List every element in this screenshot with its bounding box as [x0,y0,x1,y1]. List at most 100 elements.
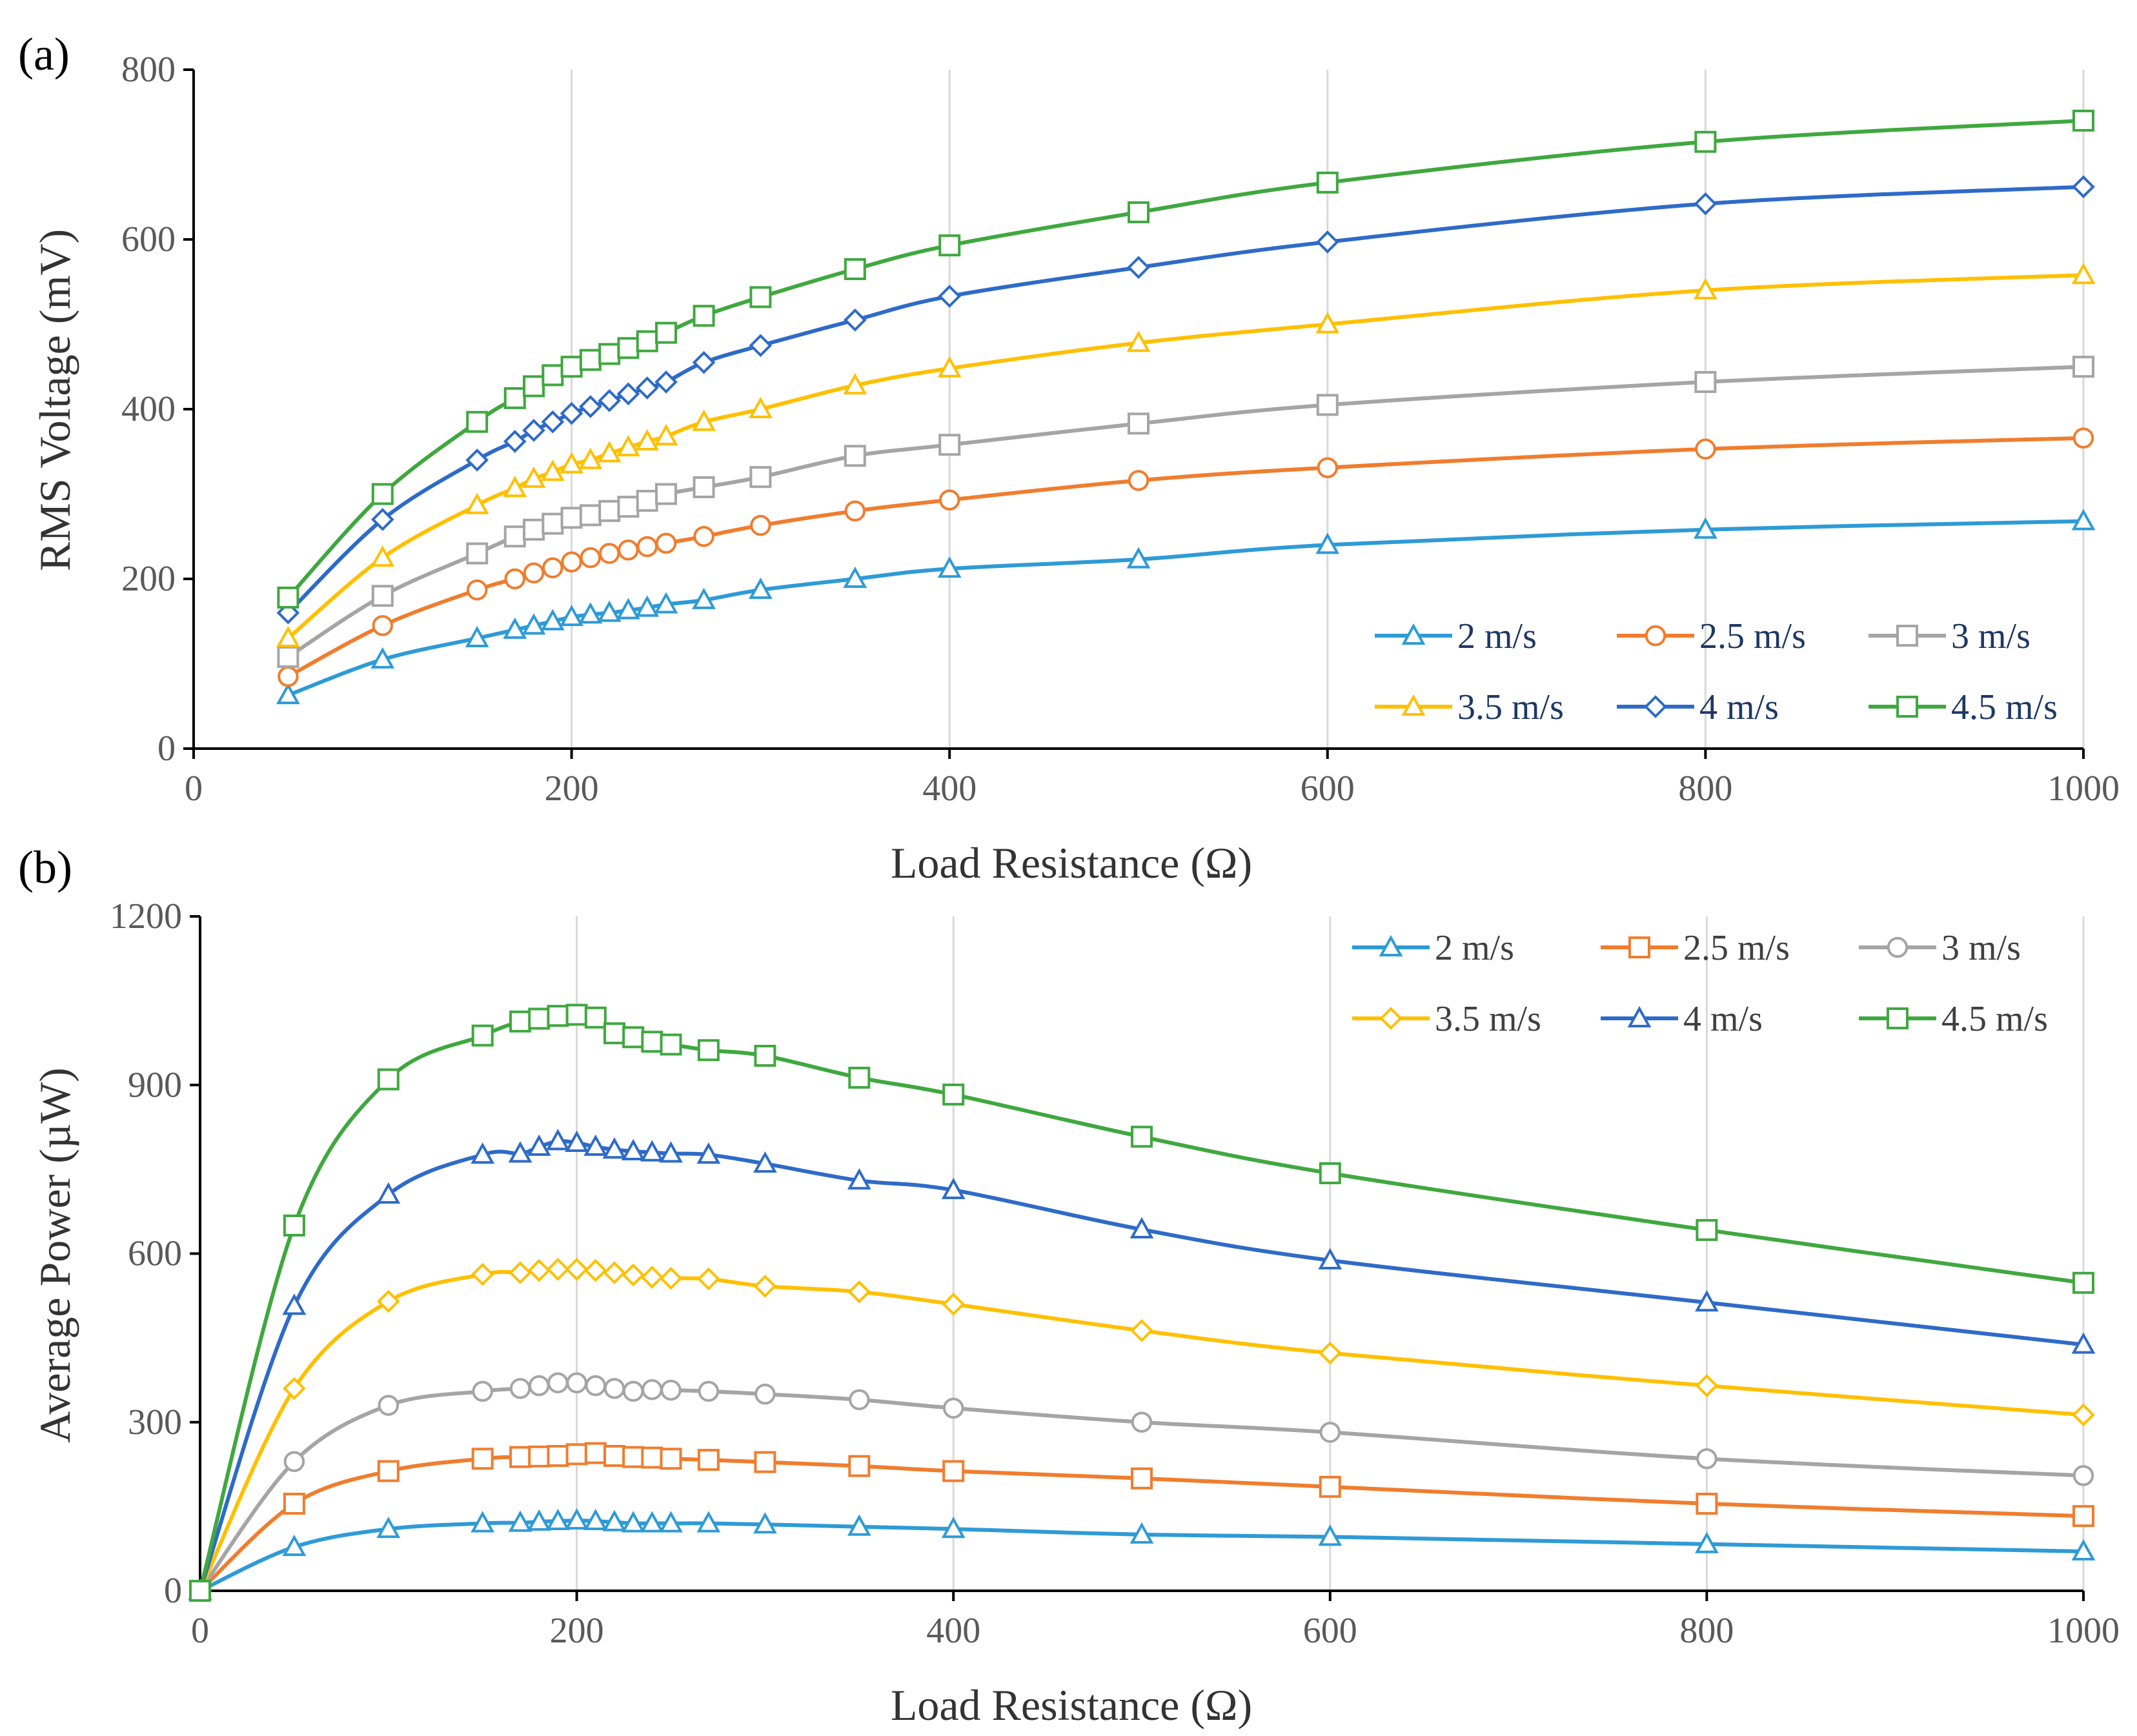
panel-a-series-4-point-7 [579,395,602,418]
panel-b-series-4-point-15 [847,1168,871,1190]
panel-a-series-3-point-8 [597,441,622,463]
panel-b-series-2-point-4 [509,1378,531,1399]
panel-a-x-tick-label-400: 400 [922,769,977,809]
panel-b-legend-swatch-marker-3 [1379,1007,1403,1030]
panel-a-series-4-point-14 [843,308,867,332]
panel-a-series-3-point-15 [937,356,962,378]
panel-b-legend-label-5: 4.5 m/s [1941,999,2048,1039]
panel-b-series-2-point-11 [642,1378,663,1400]
panel-a-series-0-point-14 [843,566,867,588]
panel-a-x-tick-label-200: 200 [545,769,599,809]
panel-b-series-1-point-2 [377,1460,400,1482]
panel-b-legend-label-4: 4 m/s [1683,999,1763,1039]
panel-a-series-5-point-0 [277,586,299,609]
panel-b-legend-item-2: 3 m/s [1859,928,2021,968]
panel-b-y-tick-label-600: 600 [128,1234,182,1274]
panel-a-series-4-point-9 [616,382,640,406]
panel-b-series-5-point-1 [283,1214,305,1236]
panel-a-series-3-point-6 [560,452,583,474]
panel-b-series-1-point-3 [471,1448,494,1470]
panel-a-series-5-point-11 [655,321,677,344]
panel-b-legend-label-0: 2 m/s [1435,928,1514,968]
panel-a-series-1-point-18 [1695,438,1716,460]
panel-a-series-2-point-8 [598,500,621,522]
panel-b-series-5-point-8 [584,1006,607,1029]
panel-b-series-0-point-14 [753,1512,777,1534]
panel-b-series-0-point-6 [546,1508,570,1531]
panel-b-series-3-point-17 [1130,1318,1153,1342]
panel-b-label: (b) [18,842,72,893]
panel-a-y-tick-label-800: 800 [121,50,176,90]
panel-a-series-1-point-8 [598,543,620,564]
panel-b-series-3-point-12 [659,1266,683,1290]
panel-a-legend-swatch-marker-3 [1401,694,1426,716]
panel-b-series-3-point-5 [527,1258,551,1282]
panel-b-x-tick-label-0: 0 [191,1611,209,1651]
panel-b-series-4-point-14 [753,1151,777,1173]
panel-a-series-5-point-13 [749,286,772,308]
panel-a-series-4-point-17 [1315,230,1339,254]
panel-b-series-2-point-5 [528,1375,550,1397]
panel-b-series-1-point-4 [509,1446,532,1468]
panel-b-x-tick-label-200: 200 [550,1611,604,1651]
panel-a-tick-labels: 0 200 400 600 800 1000 0 200 400 600 800 [121,50,2120,809]
panel-a-series-2-point-2 [466,542,489,565]
panel-a-series-4-point-12 [692,350,716,374]
panel-b-series-2-point-17 [1131,1411,1153,1433]
panel-b-legend-swatch-marker-4 [1627,1005,1652,1027]
panel-a-series-3-point-0 [276,625,300,648]
panel-a-series-0-point-0 [276,683,300,705]
panel-b-series-1-point-16 [942,1460,965,1482]
panel-a-series-3-point-7 [578,447,603,469]
panel-a-series-1-point-4 [523,562,545,584]
panel-a-series-2-point-13 [749,466,772,489]
panel-a-series-5-point-18 [1694,130,1717,153]
panel-a-legend-label-5: 4.5 m/s [1951,687,2058,727]
panel-b-series-0-point-10 [621,1511,645,1533]
panel-a-series-2-point-18 [1694,370,1717,393]
panel-a-x-tick-label-800: 800 [1678,769,1732,809]
panel-b-series-0-point-7 [565,1508,589,1530]
panel-b-x-tick-label-1000: 1000 [2047,1611,2120,1651]
panel-b-series-2-point-18 [1319,1422,1341,1443]
panel-a-label: (a) [18,28,70,80]
panel-b-series-0-point-8 [583,1508,608,1531]
panel-b-series-5-point-13 [697,1039,720,1062]
panel-b-x-tick-label-400: 400 [926,1611,980,1651]
panel-b-series-5-point-4 [509,1010,532,1033]
panel-a-series-3-point-18 [1694,278,1717,299]
panel-a-series-1-point-0 [278,665,299,687]
panel-a-series-5-point-8 [598,343,621,365]
panel-a-legend-label-1: 2.5 m/s [1699,616,1806,656]
panel-b-y-axis-title: Average Power (µW) [30,1067,79,1443]
panel-a-series-4-point-2 [465,449,489,472]
panel-b-series-5-point-15 [848,1066,871,1089]
panel-b-series-2-point-7 [566,1372,587,1394]
panel-a-series-3-point-11 [654,423,678,446]
panel-a-series-0-point-5 [540,609,565,631]
panel-a-series-2-point-11 [655,483,677,505]
panel-b-series-5-point-0 [189,1580,211,1602]
panel-a-series-4-point-13 [749,334,773,358]
panel-b-series-1-point-6 [547,1445,569,1467]
panel-b-series-0-point-5 [527,1509,551,1531]
panel-a-series-2-point-1 [371,585,394,607]
panel-a-series-3 [276,263,2096,648]
panel-b-series-4-point-20 [2071,1332,2096,1354]
panel-a-series-1-point-15 [938,489,960,510]
panel-a-series-0-point-3 [503,617,527,639]
panel-b-series-0 [188,1508,2096,1600]
panel-a-series-1-point-12 [693,526,714,547]
panel-b-series-4-point-4 [508,1141,532,1163]
panel-b-series-5-point-6 [547,1005,569,1027]
panel-b-series-3-point-9 [603,1261,626,1284]
panel-a-series-2-point-7 [579,504,602,527]
panel-a-series-3-point-2 [465,492,489,514]
panel-a-series-2 [277,356,2094,668]
panel-b-series-4-point-1 [282,1293,307,1315]
panel-a-series-0-point-15 [937,556,962,578]
panel-a-series-2-point-17 [1316,394,1339,416]
panel-b-series-1-point-8 [584,1442,607,1464]
panel-a-series-2-point-14 [844,445,866,467]
panel-b-series-3-point-13 [697,1267,720,1291]
